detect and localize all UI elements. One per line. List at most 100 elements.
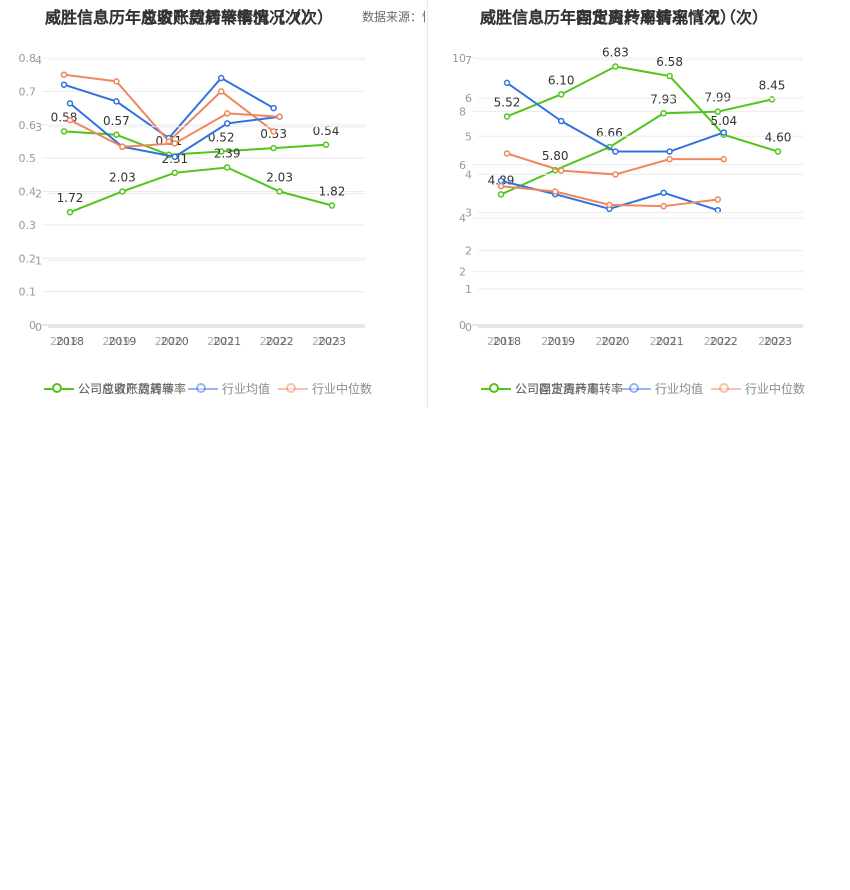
x-tick-label: 2020	[161, 335, 189, 348]
data-point-company[interactable]	[66, 208, 74, 216]
data-point-mean[interactable]	[666, 148, 673, 155]
data-point-company[interactable]	[774, 148, 782, 155]
data-point-mean[interactable]	[66, 100, 74, 107]
y-tick-label: 10	[452, 52, 466, 65]
data-point-median[interactable]	[270, 128, 277, 135]
y-tick-label: 2	[465, 245, 472, 258]
data-point-company[interactable]	[503, 113, 511, 120]
data-point-company[interactable]	[714, 108, 722, 115]
legend-company[interactable]: 公司存货周转率 公司固定资产周转率	[481, 380, 623, 397]
data-point-median[interactable]	[171, 140, 179, 147]
data-point-company[interactable]	[270, 144, 277, 152]
data-point-median[interactable]	[666, 155, 673, 163]
data-point-company[interactable]	[666, 72, 673, 80]
data-point-median[interactable]	[497, 182, 505, 190]
y-tick-label: 6	[465, 92, 472, 105]
legend-label-back: 行业中位数	[745, 382, 806, 396]
y-tick-label: 3	[35, 121, 42, 134]
data-point-median[interactable]	[276, 113, 283, 120]
legend-marker-icon	[711, 382, 741, 396]
data-label: 8.45	[759, 78, 786, 92]
data-point-median[interactable]	[113, 78, 120, 85]
data-point-median[interactable]	[119, 143, 126, 151]
data-point-company[interactable]	[276, 188, 283, 195]
data-point-median[interactable]	[66, 116, 74, 124]
series-line-company	[506, 65, 779, 153]
y-tick-label: 2	[35, 188, 42, 201]
data-point-company[interactable]	[612, 63, 619, 70]
data-point-median[interactable]	[217, 88, 225, 95]
data-label: 1.82	[319, 185, 346, 199]
legend-marker-icon	[621, 382, 651, 396]
legend-label: 公司固定资产周转率	[515, 382, 624, 396]
data-point-mean[interactable]	[557, 117, 565, 125]
series-median	[60, 71, 277, 145]
legend-mean[interactable]: 行业均值 行业均值	[621, 380, 703, 397]
legend-company[interactable]: 公司总资产周转率 公司应收账款周转率	[44, 380, 186, 397]
data-point-company[interactable]	[322, 141, 330, 149]
series-median	[503, 150, 728, 178]
y-tick-label: 1	[465, 283, 472, 296]
data-point-company[interactable]	[497, 191, 505, 198]
data-point-company[interactable]	[217, 148, 225, 155]
data-point-median[interactable]	[551, 188, 559, 195]
data-label: 6.58	[656, 55, 683, 69]
data-point-mean[interactable]	[497, 177, 505, 185]
data-point-median[interactable]	[503, 150, 511, 157]
data-point-mean[interactable]	[612, 148, 619, 155]
data-point-median[interactable]	[60, 71, 68, 78]
right-chart-title-back: 威胜信息历年存货周转率情况（次）	[480, 8, 737, 27]
panel-divider	[427, 0, 428, 408]
data-point-mean[interactable]	[714, 206, 722, 214]
series-line-median	[63, 73, 275, 143]
data-point-company[interactable]	[660, 110, 667, 117]
data-point-mean[interactable]	[270, 104, 277, 112]
data-point-median[interactable]	[720, 155, 728, 163]
data-point-median[interactable]	[223, 110, 231, 117]
y-tick-label: 1	[35, 254, 42, 267]
data-label: 1.72	[57, 191, 84, 205]
data-point-company[interactable]	[113, 131, 120, 139]
data-point-median[interactable]	[714, 196, 722, 203]
data-point-median[interactable]	[606, 201, 613, 209]
y-tick-label: 0.6	[19, 119, 37, 132]
data-point-mean[interactable]	[217, 74, 225, 82]
y-tick-label: 0.8	[19, 52, 37, 65]
data-point-mean[interactable]	[223, 120, 231, 127]
data-point-company[interactable]	[171, 169, 179, 177]
y-tick-label: 4	[465, 168, 472, 181]
legend-label-back: 公司存货周转率	[515, 382, 600, 396]
data-point-median[interactable]	[557, 167, 565, 174]
x-tick-label: 2021	[213, 335, 241, 348]
data-point-company[interactable]	[119, 188, 126, 195]
legend-median[interactable]: 行业中位数 行业中位数	[711, 380, 805, 397]
data-point-company[interactable]	[60, 128, 68, 135]
data-point-median[interactable]	[612, 171, 619, 178]
series-line-mean	[506, 82, 725, 153]
data-point-median[interactable]	[660, 202, 667, 210]
data-point-mean[interactable]	[503, 79, 511, 87]
series-median	[66, 110, 283, 151]
data-point-mean[interactable]	[60, 81, 68, 88]
legend-median[interactable]: 行业中位数 行业中位数	[278, 380, 372, 397]
left-chart-panel: 威胜信息历年总资产周转率情况（次） 威胜信息历年应收账款周转率情况（次） 数据来…	[0, 0, 426, 410]
data-point-company[interactable]	[328, 202, 336, 209]
data-point-mean[interactable]	[171, 153, 179, 161]
legend-label: 行业中位数	[745, 382, 806, 396]
data-point-mean[interactable]	[113, 98, 120, 105]
y-tick-label: 8	[459, 105, 466, 118]
data-point-company[interactable]	[768, 96, 776, 103]
legend-marker-icon	[278, 382, 308, 396]
data-point-company[interactable]	[223, 164, 231, 171]
data-label: 7.93	[650, 92, 677, 106]
legend-mean[interactable]: 行业均值 行业均值	[188, 380, 270, 397]
data-point-mean[interactable]	[720, 129, 728, 136]
series-company: 5.52 6.10 6.83 6.58 5.04 4.60	[494, 45, 791, 155]
legend-marker-icon	[481, 382, 511, 396]
legend-label: 行业均值	[655, 382, 704, 396]
series-company: 1.722.032.312.392.031.82	[57, 146, 346, 216]
data-point-company[interactable]	[557, 91, 565, 98]
data-point-mean[interactable]	[660, 189, 667, 197]
